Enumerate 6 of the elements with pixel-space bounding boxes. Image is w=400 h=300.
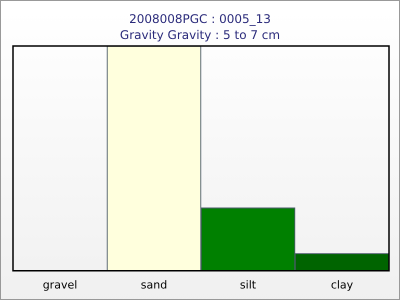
x-tick-label: gravel — [42, 278, 78, 292]
x-tick-label: silt — [240, 278, 257, 292]
chart-subtitle: Gravity Gravity : 5 to 7 cm — [118, 27, 282, 43]
x-tick-label: sand — [140, 278, 168, 292]
chart-title: 2008008PGC : 0005_13 — [128, 11, 272, 27]
x-tick-label: clay — [330, 278, 354, 292]
